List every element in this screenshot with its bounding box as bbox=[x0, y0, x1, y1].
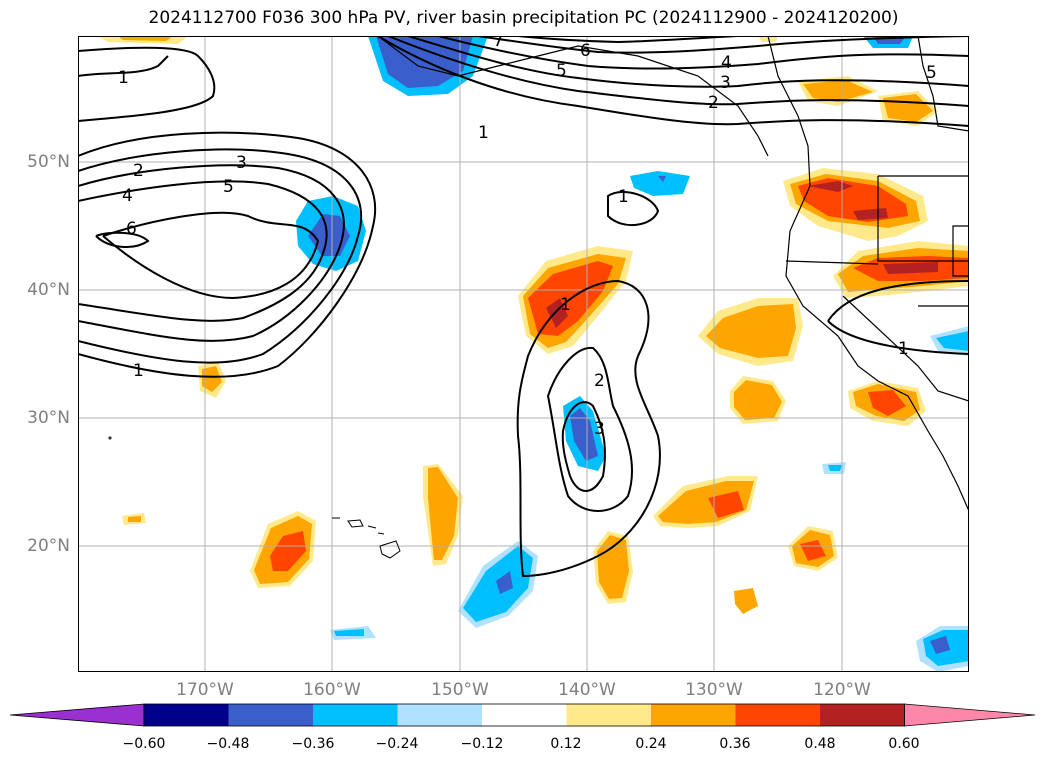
contour-label: 5 bbox=[223, 177, 234, 197]
contour-label: 4 bbox=[122, 186, 133, 206]
colorbar-border bbox=[143, 703, 905, 727]
contour-label: 1 bbox=[898, 339, 909, 359]
colorbar-extend-high bbox=[904, 703, 1036, 727]
colorbar-segments bbox=[10, 703, 1036, 727]
lat-label: 30°N bbox=[27, 408, 70, 428]
lon-label: 130°W bbox=[685, 680, 743, 700]
contour-label: 2 bbox=[133, 161, 144, 181]
figure-title: 2024112700 F036 300 hPa PV, river basin … bbox=[148, 8, 899, 28]
colorbar-tick: 0.36 bbox=[719, 736, 751, 752]
lon-label: 120°W bbox=[813, 680, 871, 700]
colorbar-segment bbox=[820, 704, 905, 726]
lon-label: 160°W bbox=[303, 680, 361, 700]
pv-contours bbox=[78, 36, 969, 578]
lat-label: 20°N bbox=[27, 536, 70, 556]
lon-label: 170°W bbox=[176, 680, 234, 700]
colorbar-tick: 0.24 bbox=[635, 736, 667, 752]
contour-label: 2 bbox=[708, 93, 719, 113]
contour-label: 5 bbox=[926, 63, 937, 83]
lon-label: 150°W bbox=[431, 680, 489, 700]
contour-label: 3 bbox=[594, 419, 605, 439]
contour-label: 2 bbox=[594, 371, 605, 391]
colorbar bbox=[10, 703, 1036, 727]
colorbar-tick: 0.60 bbox=[888, 736, 920, 752]
hawaii-islands bbox=[108, 436, 401, 559]
contour-label: 6 bbox=[126, 219, 137, 239]
colorbar-tick: −0.36 bbox=[291, 736, 335, 752]
colorbar-segment bbox=[313, 704, 398, 726]
gridlines bbox=[78, 36, 969, 672]
colorbar-segment bbox=[566, 704, 652, 726]
lat-label: 50°N bbox=[27, 152, 70, 172]
contour-label: 7 bbox=[493, 36, 504, 51]
contour-label: 3 bbox=[236, 153, 247, 173]
colorbar-segment bbox=[228, 704, 314, 726]
map-panel: 1 2 3 4 5 6 7 1 2 3 4 5 6 1 1 2 3 1 1 5 bbox=[78, 36, 969, 672]
lat-label: 40°N bbox=[27, 280, 70, 300]
colorbar-tick: −0.60 bbox=[122, 736, 166, 752]
colorbar-tick: −0.24 bbox=[375, 736, 419, 752]
colorbar-segment bbox=[144, 704, 229, 726]
colorbar-segment bbox=[482, 704, 567, 726]
colorbar-segment bbox=[651, 704, 736, 726]
contour-label: 1 bbox=[560, 295, 571, 315]
map-border bbox=[78, 36, 969, 672]
contour-label: 3 bbox=[720, 73, 731, 93]
colorbar-segment bbox=[397, 704, 483, 726]
lon-label: 140°W bbox=[558, 680, 616, 700]
contour-labels: 1 2 3 4 5 6 7 1 2 3 4 5 6 1 1 2 3 1 1 5 bbox=[118, 36, 937, 439]
shaded-field bbox=[98, 36, 969, 672]
colorbar-tick: −0.48 bbox=[206, 736, 250, 752]
colorbar-tick: −0.12 bbox=[460, 736, 504, 752]
coastlines bbox=[78, 36, 969, 512]
contour-label: 5 bbox=[556, 61, 567, 81]
colorbar-tick: 0.48 bbox=[804, 736, 836, 752]
contour-label: 1 bbox=[118, 68, 129, 88]
contour-label: 6 bbox=[580, 41, 591, 61]
contour-label: 1 bbox=[133, 361, 144, 381]
colorbar-segment bbox=[735, 704, 821, 726]
colorbar-tick: 0.12 bbox=[550, 736, 582, 752]
contour-label: 4 bbox=[721, 53, 732, 73]
contour-label: 1 bbox=[618, 187, 629, 207]
colorbar-extend-low bbox=[10, 703, 145, 727]
contour-label: 1 bbox=[478, 123, 489, 143]
